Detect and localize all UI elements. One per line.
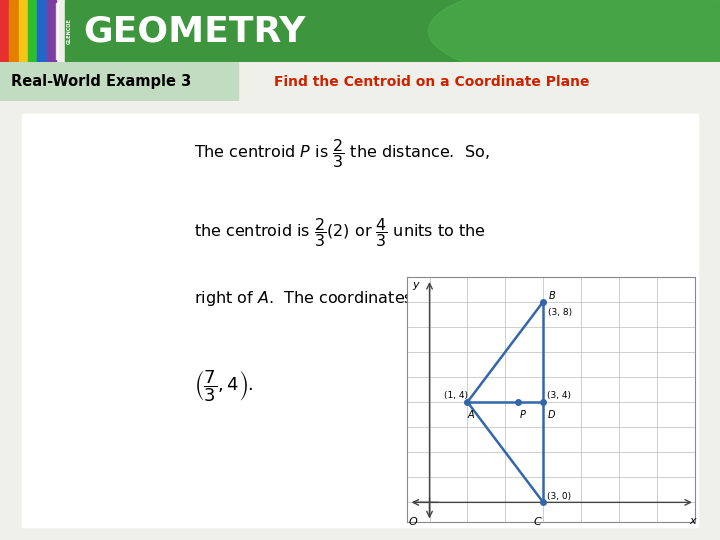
- Bar: [28, 0, 37, 62]
- Text: Find the Centroid on a Coordinate Plane: Find the Centroid on a Coordinate Plane: [274, 75, 589, 89]
- Text: (3, 4): (3, 4): [547, 392, 571, 400]
- Text: $D$: $D$: [547, 408, 556, 420]
- Bar: [56, 3, 58, 59]
- Text: C: C: [534, 517, 541, 527]
- Bar: [47, 0, 56, 62]
- Bar: [37, 0, 47, 62]
- Text: $P$: $P$: [518, 408, 526, 420]
- Text: O: O: [408, 517, 417, 528]
- Text: The centroid $\mathit{P}$ is $\dfrac{2}{3}$ the distance.  So,: The centroid $\mathit{P}$ is $\dfrac{2}{…: [194, 137, 490, 170]
- Bar: [19, 0, 28, 62]
- Bar: [0, 62, 238, 101]
- Text: right of $\mathit{A}$.  The coordinates are: right of $\mathit{A}$. The coordinates a…: [194, 289, 445, 308]
- Text: GLENCOE: GLENCOE: [67, 18, 72, 44]
- Ellipse shape: [428, 0, 720, 80]
- Text: (3, 8): (3, 8): [548, 308, 572, 318]
- Text: $\left(\dfrac{7}{3}, 4\right).$: $\left(\dfrac{7}{3}, 4\right).$: [194, 368, 254, 404]
- Text: (3, 0): (3, 0): [547, 491, 571, 501]
- Bar: [9, 0, 19, 62]
- Text: $B$: $B$: [548, 289, 556, 301]
- Text: Real-World Example 3: Real-World Example 3: [11, 74, 191, 89]
- Text: y: y: [412, 280, 418, 291]
- Text: the centroid is $\dfrac{2}{3}$(2) or $\dfrac{4}{3}$ units to the: the centroid is $\dfrac{2}{3}$(2) or $\d…: [194, 216, 487, 249]
- Bar: [0, 0, 9, 62]
- Text: $A$: $A$: [467, 408, 476, 420]
- Text: GEOMETRY: GEOMETRY: [83, 14, 305, 48]
- Text: (1, 4): (1, 4): [444, 392, 468, 400]
- Text: x: x: [690, 516, 696, 526]
